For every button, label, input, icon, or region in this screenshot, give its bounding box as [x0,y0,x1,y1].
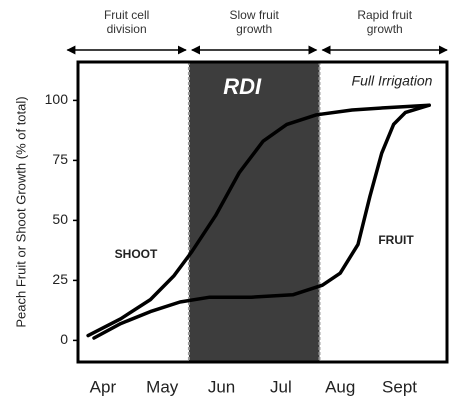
x-tick-label: Jun [208,377,235,396]
growth-line [86,103,431,338]
phase-label: Rapid fruit growth [357,8,412,36]
y-tick-label: 0 [60,331,68,347]
phase-label-line: growth [367,22,403,36]
x-tick-label: Apr [90,377,117,396]
phase-label-line: Slow fruit [230,8,280,22]
rdi-region [188,62,320,362]
series-label: FRUIT [378,233,414,247]
phase-label: Fruit cell division [104,8,149,36]
x-tick-label: May [146,377,179,396]
annotation: Full Irrigation [352,73,433,89]
y-tick-label: 50 [52,211,68,227]
y-tick-label: 25 [52,271,68,287]
x-tick-label: Sept [382,377,417,396]
y-tick-label: 100 [45,91,69,107]
series-label: SHOOT [115,247,158,261]
phase-label-line: Rapid fruit [357,8,412,22]
y-tick-label: 75 [52,151,68,167]
plot-frame [76,60,449,364]
phase-label-line: division [107,22,147,36]
phase-label-line: Fruit cell [104,8,149,22]
x-tick-label: Jul [270,377,292,396]
phase-label: Slow fruit growth [230,8,280,36]
region-label: RDI [223,74,262,99]
x-tick-label: Aug [325,377,355,396]
growth-line [92,103,431,340]
phase-label-line: growth [236,22,272,36]
y-axis-label: Peach Fruit or Shoot Growth (% of total) [13,96,28,327]
